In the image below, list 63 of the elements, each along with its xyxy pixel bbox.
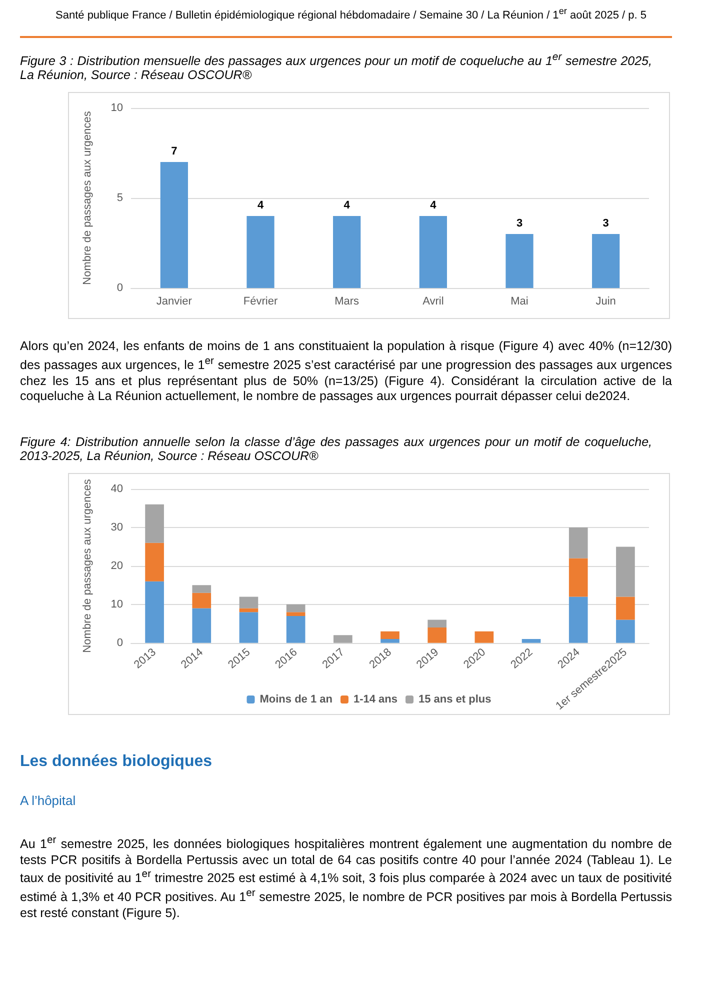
bar xyxy=(506,234,534,288)
bar xyxy=(568,558,588,597)
y-tick-label: 40 xyxy=(110,482,123,495)
bar xyxy=(380,631,400,639)
data-label: 3 xyxy=(602,218,609,230)
x-tick-label: Janvier xyxy=(156,296,192,308)
data-label: 4 xyxy=(430,200,438,212)
bar xyxy=(592,234,620,288)
bar xyxy=(286,616,306,643)
bar xyxy=(616,546,635,597)
y-tick-label: 0 xyxy=(116,282,123,294)
bar xyxy=(616,596,635,620)
bar xyxy=(333,216,361,288)
bar xyxy=(192,608,212,643)
x-tick-label: Juin xyxy=(596,296,616,308)
bar xyxy=(239,608,258,612)
bar xyxy=(192,592,212,608)
y-axis-title: Nombre de passages aux urgences xyxy=(82,478,94,653)
text: Santé publique France / Bulletin épidémiologique régional hébdomadaire / Semaine 30 / La Réunion / 1$^{er}$ août 2025 / p. 5 xyxy=(54,6,648,24)
data-label: 4 xyxy=(257,200,264,212)
text: Au 1$^{er}$ semestre 2025, les données biologiques hospitalières montrent également une augmentation du nombre de tests PCR positifs à Bordella Pertussis avec un total de 64 cas positifs contre 40 pour l’année 2024 (Tableau 1). Le taux de positivité au 1$^{er}$ trimestre 2025 est estimé à 4,1% soit, 3 fois plus comparée à 2024 avec un taux de positivité estimé à 1,3% et 40 PCR positives. Au 1$^{er}$ semestre 2025, le nombre de PCR positives par mois à Bordella Pertussis est resté constant (Figure 5). xyxy=(20,834,672,920)
x-tick-label: Février xyxy=(243,296,278,308)
y-tick-label: 30 xyxy=(110,521,123,534)
x-tick-label: Mars xyxy=(334,296,360,308)
bar xyxy=(192,584,212,593)
y-tick-label: 20 xyxy=(110,560,123,572)
y-tick-label: 10 xyxy=(110,102,123,114)
data-label: 7 xyxy=(171,146,178,158)
data-label: 3 xyxy=(516,218,523,230)
text: Les données biologiques xyxy=(20,752,214,771)
chart-title: Figure 3 : Distribution mensuelle des passages aux urgences pour un motif de coqueluche au 1$^{er}$ semestre 2025, La Réunion, Source : Réseau OSCOUR® xyxy=(20,52,652,82)
bar xyxy=(428,627,447,643)
bar xyxy=(568,596,588,643)
x-tick-label: Avril xyxy=(422,296,444,308)
bar xyxy=(616,620,635,643)
bar xyxy=(145,581,164,643)
bar xyxy=(568,527,588,558)
text: Alors qu’en 2024, les enfants de moins de 1 ans constituaient la population à risque (Figure 4) avec 40% (n=12/30) des passages aux urgences, le 1$^{er}$ semestre 2025 s’est caractérisé par une progression des passages aux urgences chez les 15 ans et plus représentant plus de 50% (n=13/25) (Figure 4). Considérant la circulation active de la coqueluche à La Réunion actuellement, le nombre de passages aux urgences pourrait dépasser celui de2024. xyxy=(20,339,672,405)
x-tick-label: Mai xyxy=(510,296,528,308)
bar xyxy=(333,634,352,643)
bar xyxy=(286,604,306,612)
text: A l’hôpital xyxy=(20,792,77,808)
bar xyxy=(286,612,306,616)
bar xyxy=(522,638,541,643)
bar xyxy=(419,216,447,288)
legend-label: Moins de 1 an xyxy=(260,693,333,706)
bar xyxy=(380,638,400,643)
bar xyxy=(239,612,258,643)
data-label: 4 xyxy=(344,200,351,212)
legend-label: 1-14 ans xyxy=(353,693,398,706)
y-tick-label: 0 xyxy=(116,636,123,649)
bar xyxy=(428,620,447,628)
bar xyxy=(246,216,274,288)
bar xyxy=(239,596,258,608)
bar xyxy=(160,162,188,288)
chart-title: Figure 4: Distribution annuelle selon la classe d’âge des passages aux urgences pour un motif de coqueluche, 2013-2025, La Réunion, Source : Réseau OSCOUR® xyxy=(20,434,652,463)
y-tick-label: 10 xyxy=(110,598,123,610)
y-axis-title: Nombre de passages aux urgences xyxy=(82,110,94,285)
y-tick-label: 5 xyxy=(116,192,123,204)
bar xyxy=(474,631,494,643)
legend-label: 15 ans et plus xyxy=(418,693,492,706)
bar xyxy=(145,542,164,582)
bar xyxy=(145,504,164,543)
